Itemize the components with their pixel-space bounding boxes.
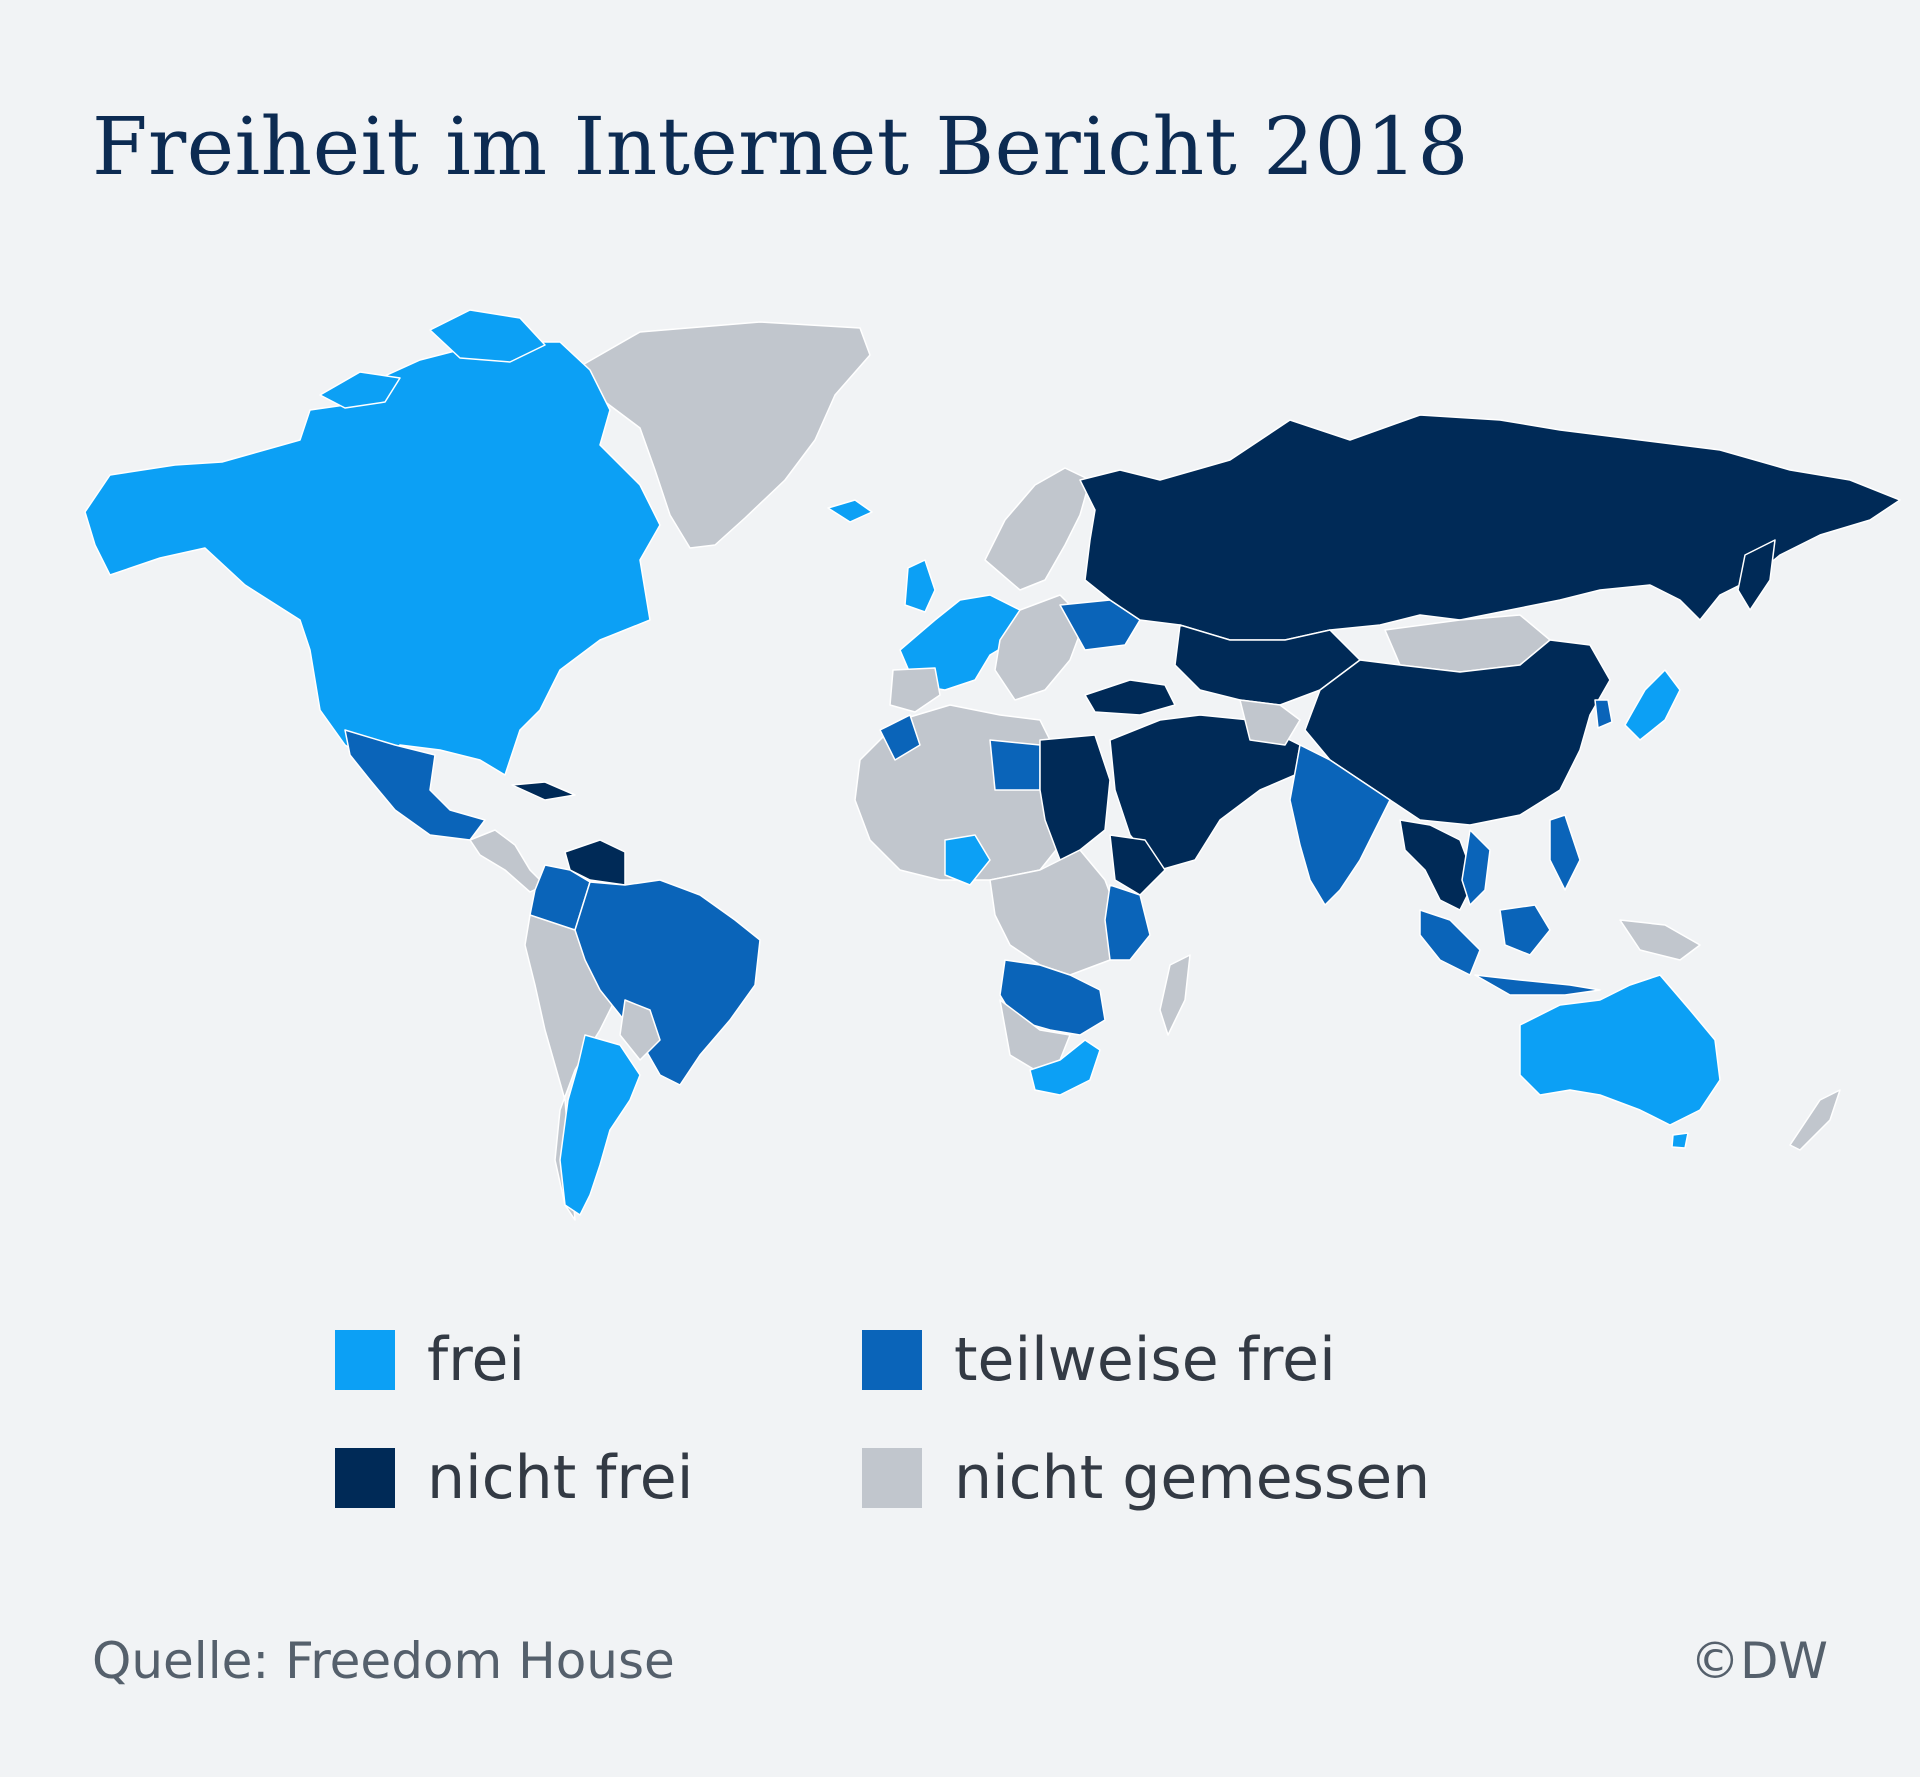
region-india [1289,744,1391,906]
region-tasmania [1671,1132,1689,1149]
region-turkey [1084,679,1176,716]
legend-teilweise-frei: teilweise frei [862,1330,1336,1390]
world-map [84,309,1901,1221]
legend-frei: frei [335,1330,525,1390]
region-southeast-asia [1399,819,1476,911]
region-uk [904,559,936,613]
legend-label-teilweise-frei: teilweise frei [954,1325,1336,1395]
region-cuba [511,781,576,801]
region-madagascar [1159,954,1191,1036]
region-greenland [564,321,871,549]
region-afghanistan [1239,699,1301,746]
credit-logo: ©DW [1690,1632,1828,1690]
region-eastern-europe [994,594,1086,701]
region-new-zealand [1789,1089,1841,1151]
source-note: Quelle: Freedom House [92,1632,675,1690]
region-papua [1619,919,1701,961]
region-libya [989,739,1041,791]
region-iberia [889,667,941,713]
region-borneo [1499,904,1551,956]
chart-title: Freiheit im Internet Bericht 2018 [92,100,1469,193]
region-philippines [1549,814,1581,891]
region-arctic-islands [429,309,546,363]
legend-label-nicht-frei: nicht frei [427,1443,694,1513]
legend-nicht-gemessen: nicht gemessen [862,1448,1430,1508]
legend-swatch-frei [335,1330,395,1390]
region-indonesia [1419,909,1481,976]
region-iceland [827,499,873,523]
region-paraguay [619,999,661,1061]
region-central-america [469,829,546,893]
region-russia [1079,414,1901,641]
region-japan [1624,669,1681,741]
region-middle-east [1109,714,1301,871]
legend-swatch-nicht-frei [335,1448,395,1508]
region-kamchatka [1737,539,1776,611]
legend-label-frei: frei [427,1325,526,1395]
region-vietnam [1461,829,1491,906]
region-ukraine [1059,599,1141,651]
region-ethiopia [1109,834,1166,896]
region-south-africa [1029,1039,1101,1096]
region-east-africa [1104,884,1151,961]
region-indonesia-east [1474,974,1601,996]
legend-swatch-nicht-gemessen [862,1448,922,1508]
region-korea [1594,699,1613,729]
region-argentina [559,1034,641,1216]
region-arctic-islands-2 [319,371,401,409]
region-brazil [574,879,761,1086]
region-mexico [344,729,486,841]
region-nigeria [944,834,991,886]
region-australia [1519,974,1721,1126]
legend-swatch-teilweise-frei [862,1330,922,1390]
region-morocco [879,714,921,761]
region-north-america [84,341,661,776]
region-scandinavia [984,467,1091,591]
legend-label-nicht-gemessen: nicht gemessen [954,1443,1431,1513]
legend-nicht-frei: nicht frei [335,1448,693,1508]
